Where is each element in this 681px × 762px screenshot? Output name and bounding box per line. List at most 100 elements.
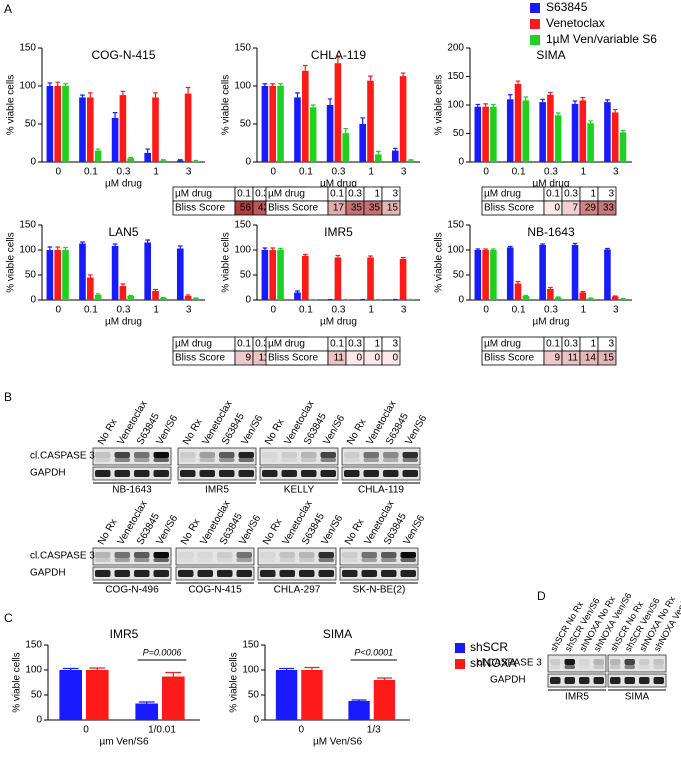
x-tick-label: 0.3 (117, 305, 131, 316)
bar (522, 100, 530, 162)
bar (111, 117, 119, 162)
x-tick-label: 3 (613, 305, 619, 316)
band (114, 452, 130, 458)
error-bar (47, 82, 53, 86)
table-header: µM drug (175, 339, 212, 350)
bar (79, 97, 86, 162)
error-bar (304, 666, 320, 670)
cell-line: COG-N-496 (105, 585, 159, 596)
blot-background (175, 566, 255, 581)
bar (59, 670, 82, 720)
x-tick-label: 1 (368, 167, 374, 178)
chart-title: SIMA (536, 48, 565, 62)
y-tick-label: 150 (447, 71, 464, 82)
table-header: µM drug (175, 189, 212, 200)
chart-title: COG-N-415 (91, 48, 155, 62)
band (361, 558, 377, 562)
y-tick-label: 150 (242, 640, 259, 651)
bar (119, 286, 127, 300)
y-tick-label: 100 (234, 81, 251, 92)
band (318, 570, 334, 577)
bliss-score: 11 (568, 353, 579, 364)
bliss-score: 0 (554, 203, 560, 214)
legend-swatch (455, 659, 465, 669)
bar (54, 86, 62, 162)
error-bar (177, 245, 183, 249)
band (342, 558, 358, 562)
error-bar (47, 246, 53, 250)
bar (275, 670, 298, 720)
dose: 0.1 (330, 189, 344, 200)
bliss-score: 0 (356, 353, 362, 364)
y-tick-label: 150 (25, 640, 42, 651)
bar (184, 296, 192, 300)
band (134, 452, 150, 458)
dose: 0.3 (255, 189, 269, 200)
band (95, 570, 111, 577)
error-bar (302, 253, 308, 256)
bar (301, 670, 323, 720)
dose: 1 (374, 189, 380, 200)
y-tick-label: 0 (253, 715, 259, 726)
error-bar (161, 296, 166, 299)
x-tick-label: 0.3 (544, 167, 558, 178)
y-tick-label: 200 (447, 43, 464, 54)
bliss-score: 11 (334, 353, 345, 364)
band (564, 665, 575, 669)
band (238, 452, 254, 458)
error-bar (278, 247, 283, 250)
band (217, 552, 233, 558)
error-bar (580, 290, 586, 293)
y-tick-label: 50 (25, 119, 37, 130)
error-bar (343, 127, 349, 134)
y-tick-label: 100 (242, 665, 259, 676)
bar (611, 296, 619, 300)
band (299, 570, 315, 577)
band (114, 470, 130, 477)
row-label: cl.CASPASE 3 (477, 658, 542, 669)
bar (539, 102, 546, 162)
x-tick-label: 0.1 (84, 305, 98, 316)
blot-background (607, 673, 667, 688)
bar (62, 250, 69, 300)
chart-title: IMR5 (110, 627, 139, 641)
error-bar (310, 104, 316, 108)
panel-label: B (4, 390, 12, 404)
dose: 0.3 (255, 339, 269, 350)
legend-swatch (530, 19, 540, 29)
error-bar (368, 75, 373, 81)
bar (571, 245, 579, 300)
bar (127, 296, 135, 300)
bar (94, 295, 102, 300)
bliss-score: 42 (258, 203, 270, 214)
band (579, 665, 590, 669)
band (180, 470, 196, 477)
error-bar (400, 72, 406, 77)
bar (119, 95, 127, 162)
bar (490, 250, 497, 300)
error-bar (335, 254, 341, 258)
bar (135, 703, 158, 720)
band (579, 677, 590, 684)
error-bar (507, 245, 513, 248)
band (381, 558, 397, 562)
band (381, 570, 397, 577)
error-bar (335, 56, 341, 64)
error-bar (555, 296, 561, 298)
bliss-score: 7 (572, 203, 578, 214)
band (197, 552, 213, 558)
band (383, 458, 399, 462)
band (217, 570, 233, 577)
bar (482, 250, 489, 300)
bar (86, 277, 94, 300)
band (610, 659, 621, 665)
band (299, 558, 315, 562)
band (238, 470, 254, 477)
error-bar (483, 248, 488, 250)
error-bar (153, 288, 158, 291)
row-label: GAPDH (30, 568, 66, 579)
band (299, 552, 315, 558)
dose: 3 (608, 339, 614, 350)
dose: 3 (392, 189, 398, 200)
bar (160, 298, 167, 300)
